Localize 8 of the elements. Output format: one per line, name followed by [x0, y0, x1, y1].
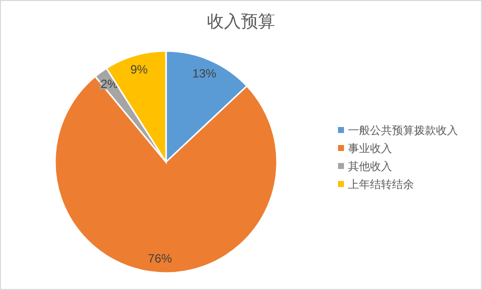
- chart-title: 收入预算: [207, 12, 275, 31]
- legend-label: 上年结转结余: [348, 178, 414, 191]
- data-label: 76%: [148, 251, 172, 266]
- legend-label: 事业收入: [348, 142, 392, 155]
- legend-label: 一般公共预算拨款收入: [348, 124, 458, 137]
- data-label: 9%: [130, 62, 148, 76]
- legend-label: 其他收入: [348, 160, 392, 173]
- data-label: 13%: [192, 66, 217, 80]
